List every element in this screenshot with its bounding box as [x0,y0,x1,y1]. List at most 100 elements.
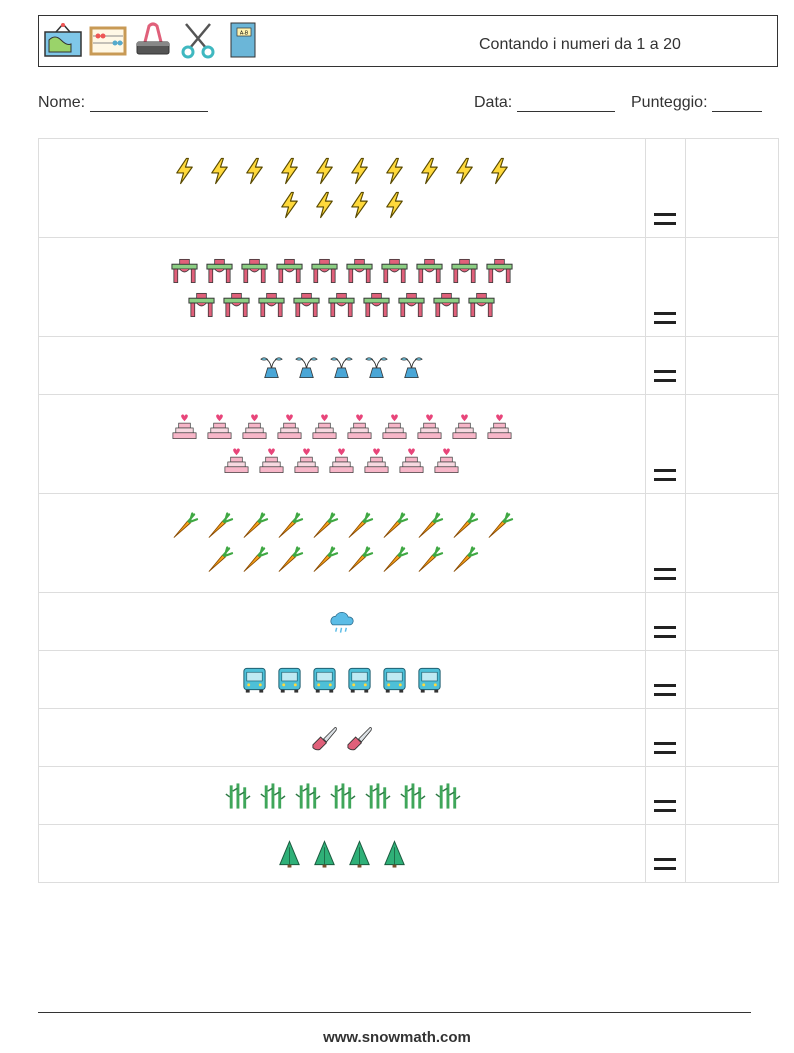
plant-vase-icon [397,351,426,381]
equals-cell [644,650,687,709]
name-blank[interactable] [89,95,208,112]
equals-cell [644,766,687,825]
equals-sign [653,370,676,384]
bamboo-icon [292,781,321,811]
picture-cell [38,708,646,767]
answer-cell[interactable] [685,592,779,651]
answer-cell[interactable] [685,493,779,593]
table-icon [240,255,269,285]
carrot-icon [345,545,374,575]
carrot-icon [380,511,409,541]
picture-cell [38,237,646,337]
question-row [38,394,779,494]
table-icon [450,255,479,285]
chainsaw-icon [345,723,374,753]
carrot-icon [345,511,374,541]
tree-icon [380,839,409,869]
date-blank[interactable] [516,95,615,112]
picture-line [39,412,645,442]
equals-cell [644,708,687,767]
answer-cell[interactable] [685,336,779,395]
table-icon [275,255,304,285]
book-icon: A-B [223,20,263,60]
answer-cell[interactable] [685,237,779,337]
picture-line [39,781,645,811]
name-field[interactable]: Nome: [38,94,208,112]
cake-icon [432,446,461,476]
plant-vase-icon [292,351,321,381]
picture-cell [38,138,646,238]
plant-vase-icon [362,351,391,381]
carrot-icon [415,511,444,541]
score-blank[interactable] [711,95,762,112]
table-icon [310,255,339,285]
answer-cell[interactable] [685,138,779,238]
bus-icon [380,665,409,695]
equals-cell [644,237,687,337]
counting-table [38,138,779,883]
lightning-icon [345,156,374,186]
lightning-icon [485,156,514,186]
bamboo-icon [222,781,251,811]
table-icon [485,255,514,285]
cake-icon [310,412,339,442]
map-icon [43,20,83,60]
equals-sign [653,626,676,640]
picture-cell [38,766,646,825]
equals-sign [653,213,676,227]
picture-line [39,190,645,220]
cake-icon [240,412,269,442]
cake-icon [170,412,199,442]
picture-line [39,255,645,285]
equals-cell [644,336,687,395]
lightning-icon [275,156,304,186]
cake-icon [362,446,391,476]
score-label: Punteggio: [631,94,708,111]
rain-cloud-icon [327,607,356,637]
cake-icon [292,446,321,476]
question-row [38,592,779,651]
date-label: Data: [474,94,513,111]
answer-cell[interactable] [685,708,779,767]
date-field[interactable]: Data: [474,94,615,112]
table-icon [292,289,321,319]
score-field[interactable]: Punteggio: [631,94,762,112]
cake-icon [485,412,514,442]
equals-sign [653,858,676,872]
carrot-icon [240,545,269,575]
picture-cell [38,592,646,651]
lightning-icon [275,190,304,220]
table-icon [222,289,251,319]
table-icon [467,289,496,319]
lightning-icon [415,156,444,186]
cake-icon [380,412,409,442]
answer-cell[interactable] [685,766,779,825]
chainsaw-icon [310,723,339,753]
picture-line [39,156,645,186]
picture-line [39,511,645,541]
equals-sign [653,312,676,326]
header-box: A-B Contando i numeri da 1 a 20 [38,15,778,67]
equals-cell [644,394,687,494]
answer-cell[interactable] [685,650,779,709]
binder-clip-icon [133,20,173,60]
equals-sign [653,742,676,756]
lightning-icon [450,156,479,186]
question-row [38,824,779,883]
picture-line [39,289,645,319]
bamboo-icon [432,781,461,811]
table-icon [432,289,461,319]
answer-cell[interactable] [685,824,779,883]
carrot-icon [275,545,304,575]
bus-icon [345,665,374,695]
question-row [38,336,779,395]
cake-icon [275,412,304,442]
question-row [38,493,779,593]
answer-cell[interactable] [685,394,779,494]
table-icon [257,289,286,319]
table-icon [205,255,234,285]
table-icon [362,289,391,319]
cake-icon [450,412,479,442]
svg-text:A-B: A-B [240,31,249,37]
scissors-icon [178,20,218,60]
